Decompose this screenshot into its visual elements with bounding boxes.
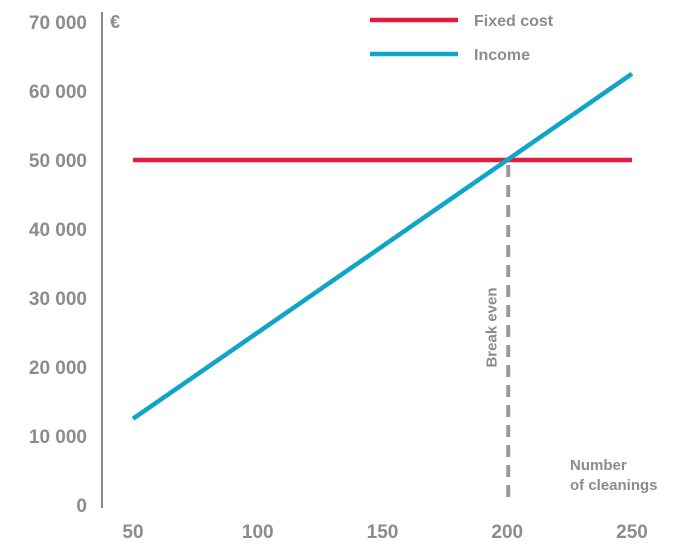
- x-tick-label: 250: [616, 522, 648, 543]
- y-tick-label: 30 000: [29, 289, 87, 310]
- x-axis-label-line1: Number: [570, 457, 627, 474]
- x-tick-label: 200: [491, 522, 523, 543]
- y-tick-label: 60 000: [29, 82, 87, 103]
- y-axis-label: €: [110, 12, 120, 32]
- legend-label: Income: [474, 47, 530, 64]
- y-tick-label: 10 000: [29, 427, 87, 448]
- x-axis-label-line2: of cleanings: [570, 477, 658, 494]
- y-tick-label: 20 000: [29, 358, 87, 379]
- x-tick-label: 150: [367, 522, 399, 543]
- y-tick-label: 50 000: [29, 151, 87, 172]
- y-tick-label: 40 000: [29, 220, 87, 241]
- x-tick-label: 50: [122, 522, 143, 543]
- x-tick-label: 100: [242, 522, 274, 543]
- break-even-label: Break even: [483, 287, 500, 367]
- y-tick-label: 70 000: [29, 13, 87, 34]
- y-tick-label: 0: [76, 496, 87, 517]
- legend-label: Fixed cost: [474, 13, 554, 30]
- series-line-income: [131, 71, 634, 421]
